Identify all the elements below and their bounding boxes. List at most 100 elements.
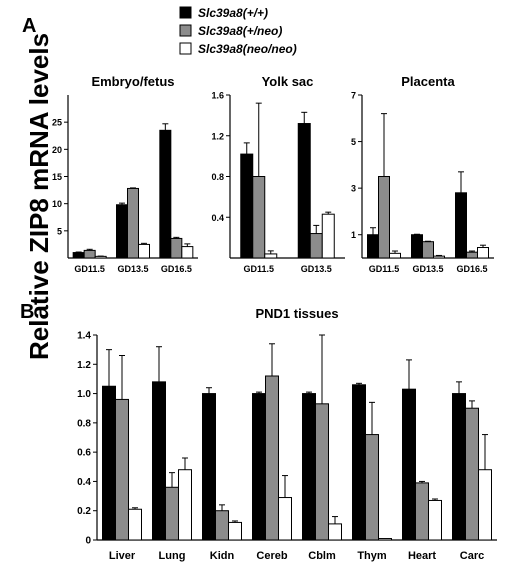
y-axis-label: Relative ZIP8 mRNA levels	[24, 33, 54, 360]
bar	[240, 153, 254, 259]
bar	[315, 403, 329, 541]
bar	[102, 385, 116, 541]
category-label: GD13.5	[301, 264, 332, 274]
y-tick-label: 5	[351, 137, 356, 147]
bar	[128, 508, 142, 541]
bar	[202, 393, 216, 541]
bar	[433, 255, 445, 259]
category-label: GD11.5	[74, 264, 105, 274]
chart-2: Placenta 1 3 5 7 GD11.5 GD13.5 GD16.5	[351, 74, 494, 274]
bar	[252, 393, 266, 541]
bar	[309, 233, 323, 259]
category-label: Liver	[109, 550, 136, 562]
y-tick-label: 0.4	[77, 477, 91, 488]
y-tick-label: 0.2	[77, 506, 91, 517]
category-label: Cereb	[256, 550, 287, 562]
chart-title: Placenta	[401, 74, 455, 89]
y-tick-label: 1	[351, 230, 356, 240]
category-label: GD16.5	[456, 264, 487, 274]
bar	[478, 469, 492, 541]
chart-0: Embryo/fetus 5 10 15 20 25 GD11.5 GD13.5 GD16.5	[52, 74, 198, 274]
category-label: Thym	[357, 550, 387, 562]
bar	[378, 176, 390, 259]
legend-swatch-wt	[179, 6, 192, 19]
y-tick-label: 1.2	[211, 131, 224, 141]
y-tick-label: 1.6	[211, 91, 224, 101]
y-tick-label: 0.6	[77, 448, 91, 459]
y-tick-label: 0.8	[211, 172, 224, 182]
bar	[465, 407, 479, 541]
y-tick-label: 0.8	[77, 418, 91, 429]
bar	[215, 510, 229, 541]
chart-1: Yolk sac 0.4 0.8 1.2 1.6 GD11.5 GD13.5	[211, 74, 345, 274]
bar	[428, 499, 442, 541]
bar	[365, 434, 379, 541]
y-tick-label: 7	[351, 91, 356, 101]
chart-title: PND1 tissues	[255, 306, 338, 321]
bar	[138, 243, 150, 259]
bar	[159, 129, 172, 259]
category-label: Kidn	[210, 550, 235, 562]
y-tick-label: 5	[57, 226, 62, 236]
bar	[455, 192, 467, 259]
bar	[402, 388, 416, 541]
category-label: Heart	[408, 550, 436, 562]
y-tick-label: 1.0	[77, 389, 91, 400]
bar	[264, 253, 278, 259]
bar	[72, 252, 85, 259]
legend-swatch-het	[179, 24, 192, 37]
legend-label-hom: Slc39a8(neo/neo)	[198, 42, 297, 56]
bar	[252, 176, 266, 259]
category-label: Carc	[460, 550, 484, 562]
legend-label-wt: Slc39a8(+/+)	[198, 6, 268, 20]
bar	[83, 249, 96, 259]
bar	[94, 255, 107, 259]
bar	[265, 375, 279, 541]
panel-a-letter: A	[22, 15, 36, 37]
bar	[115, 398, 129, 541]
bar	[127, 187, 139, 259]
bar	[415, 482, 429, 541]
legend-swatch-hom	[179, 42, 192, 55]
bar	[228, 521, 242, 541]
bar	[116, 204, 128, 259]
bar	[352, 384, 366, 541]
y-tick-label: 0	[85, 536, 91, 547]
category-label: GD16.5	[161, 264, 192, 274]
bar	[422, 241, 434, 259]
bar	[297, 123, 311, 259]
panel-b-letter: B	[20, 301, 34, 323]
category-label: GD13.5	[117, 264, 148, 274]
bar	[321, 213, 335, 259]
bar	[165, 486, 179, 541]
category-label: GD11.5	[243, 264, 274, 274]
category-label: GD13.5	[412, 264, 443, 274]
bar	[452, 393, 466, 541]
legend: Slc39a8(+/+) Slc39a8(+/neo) Slc39a8(neo/…	[179, 6, 297, 56]
bar	[178, 469, 192, 541]
bar	[170, 237, 183, 259]
bar	[181, 246, 194, 259]
y-tick-label: 25	[52, 118, 62, 128]
bar	[389, 252, 401, 259]
legend-label-het: Slc39a8(+/neo)	[198, 24, 282, 38]
bar	[302, 393, 316, 541]
chart-3: PND1 tissues 0 0.2 0.4 0.6 0.8 1.0 1.2 1.4 Liver L…	[77, 306, 497, 562]
category-label: GD11.5	[369, 264, 400, 274]
bar	[367, 234, 379, 259]
y-tick-label: 1.2	[77, 360, 91, 371]
y-tick-label: 10	[52, 199, 62, 209]
bar	[466, 251, 478, 259]
y-tick-label: 20	[52, 145, 62, 155]
y-tick-label: 0.4	[211, 213, 224, 223]
category-label: Lung	[159, 550, 186, 562]
y-tick-label: 1.4	[77, 331, 91, 342]
bar	[328, 523, 342, 541]
y-tick-label: 3	[351, 184, 356, 194]
chart-title: Embryo/fetus	[91, 74, 174, 89]
bar	[411, 234, 423, 259]
category-label: Cblm	[308, 550, 336, 562]
bar	[278, 497, 292, 541]
